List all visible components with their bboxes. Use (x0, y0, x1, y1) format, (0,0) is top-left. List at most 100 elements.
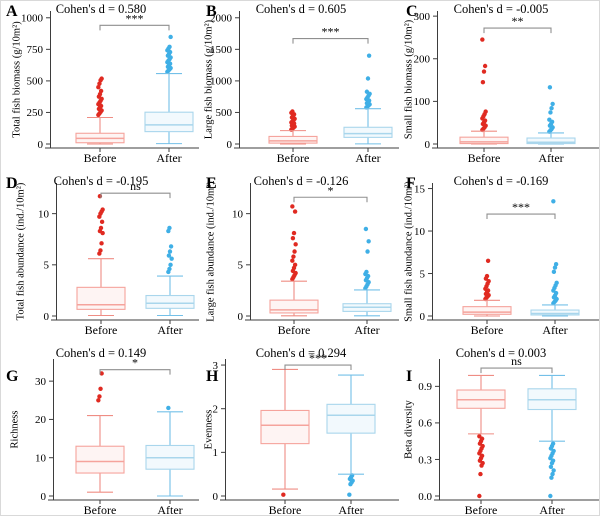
panel-title-E: Cohen's d = -0.126 (253, 174, 349, 188)
significance-label: * (132, 356, 138, 370)
panel-I: 0.0 0.3 0.6 0.9 Before After ns I Cohen's d = … (401, 345, 599, 516)
boxplot-canvas-C: 0 100 200 300 Before After ** (414, 11, 599, 165)
panel-title-D: Cohen's d = -0.195 (53, 174, 149, 188)
svg-text:After: After (539, 503, 564, 516)
panel-B: 0 500 1000 1500 2000 Before After *** B Cohen's… (201, 1, 401, 173)
panel-letter-F: F (406, 175, 416, 192)
svg-text:Before: Before (85, 323, 118, 337)
y-axis-label-G: Richness (9, 410, 21, 449)
panel-letter-H: H (206, 368, 219, 385)
svg-text:0.0: 0.0 (418, 491, 432, 503)
panel-letter-G: G (6, 368, 19, 385)
panel-title-C: Cohen's d = -0.005 (453, 2, 549, 16)
svg-text:250: 250 (27, 107, 44, 119)
svg-text:5: 5 (44, 260, 50, 272)
svg-text:0.9: 0.9 (418, 381, 432, 393)
svg-text:0: 0 (38, 139, 44, 151)
y-axis-label-B: Large fish biomass (g/10m²) (203, 19, 215, 140)
y-axis-label-A: Total fish biomass (g/10m²) (11, 21, 23, 138)
svg-text:300: 300 (414, 11, 431, 23)
svg-text:500: 500 (27, 76, 44, 88)
panel-H: 0 1 2 3 Before After *** H Cohen's d = 0.294 E… (201, 345, 401, 516)
svg-text:After: After (157, 503, 182, 516)
svg-text:1000: 1000 (210, 76, 233, 88)
svg-text:0: 0 (213, 491, 219, 503)
boxplot-canvas-D: 0 5 10 Before After ns (38, 179, 199, 337)
boxplot-canvas-B: 0 500 1000 1500 2000 Before After *** (210, 11, 399, 165)
svg-text:0: 0 (41, 491, 47, 503)
panel-D: 0 5 10 Before After ns D Cohen's d = -0.195 T… (1, 173, 201, 345)
svg-text:Before: Before (471, 323, 504, 337)
svg-text:1000: 1000 (21, 13, 44, 25)
svg-text:0: 0 (425, 139, 431, 151)
svg-text:Before: Before (269, 503, 302, 516)
panel-title-F: Cohen's d = -0.169 (453, 174, 549, 188)
svg-text:5: 5 (238, 260, 244, 272)
svg-text:0.3: 0.3 (418, 454, 432, 466)
svg-text:10: 10 (414, 226, 426, 238)
svg-text:200: 200 (414, 54, 431, 66)
significance-label: ** (512, 14, 524, 28)
panel-letter-I: I (406, 368, 413, 385)
panel-letter-B: B (206, 3, 217, 20)
svg-text:After: After (156, 151, 181, 165)
panel-letter-C: C (406, 3, 418, 20)
svg-text:1: 1 (213, 447, 219, 459)
svg-text:Before: Before (468, 151, 501, 165)
boxplot-canvas-E: 0 5 10 Before After * (232, 183, 399, 337)
svg-text:Before: Before (278, 323, 311, 337)
panel-title-B: Cohen's d = 0.605 (255, 2, 347, 16)
y-axis-label-H: Evenness (203, 409, 215, 450)
panel-title-I: Cohen's d = 0.003 (455, 346, 547, 360)
panel-G: 0 10 20 30 Before After * G Cohen's d = 0.149 … (1, 345, 201, 516)
boxplot-canvas-G: 0 10 20 30 Before After * (35, 356, 199, 516)
significance-label: *** (126, 11, 144, 25)
svg-text:20: 20 (35, 414, 47, 426)
panel-E: 0 5 10 Before After * E Cohen's d = -0.126 La… (201, 173, 401, 345)
y-axis-label-I: Beta diversity (403, 400, 415, 459)
significance-label: * (328, 183, 334, 197)
svg-text:10: 10 (38, 208, 50, 220)
svg-text:Before: Before (277, 151, 310, 165)
svg-text:Before: Before (465, 503, 498, 516)
svg-text:0.6: 0.6 (418, 418, 432, 430)
svg-text:0: 0 (238, 311, 244, 323)
svg-text:2: 2 (213, 404, 219, 416)
svg-text:2000: 2000 (210, 13, 233, 25)
svg-text:Before: Before (84, 503, 117, 516)
svg-text:10: 10 (35, 453, 47, 465)
panel-C: 0 100 200 300 Before After ** C Cohen's d = -0… (401, 1, 599, 173)
y-axis-label-C: Small fish biomass (g/10m²) (403, 19, 415, 140)
panel-letter-E: E (206, 175, 217, 192)
y-axis-label-E: Large fish abundance (ind./10m²) (205, 181, 217, 322)
significance-label: ns (511, 354, 522, 368)
svg-text:After: After (338, 503, 363, 516)
boxplot-canvas-H: 0 1 2 3 Before After *** (213, 351, 399, 516)
svg-text:3: 3 (213, 360, 219, 372)
panel-title-H: Cohen's d = 0.294 (255, 346, 347, 360)
boxplot-canvas-F: 0 5 10 15 Before After *** (414, 183, 599, 337)
svg-text:After: After (355, 151, 380, 165)
significance-label: *** (512, 200, 530, 214)
svg-text:500: 500 (216, 107, 233, 119)
svg-text:750: 750 (27, 44, 44, 56)
svg-text:10: 10 (232, 208, 244, 220)
svg-text:Before: Before (84, 151, 117, 165)
significance-label: *** (309, 351, 327, 365)
significance-label: ns (130, 179, 141, 193)
svg-text:0: 0 (44, 311, 50, 323)
svg-text:30: 30 (35, 376, 47, 388)
svg-text:After: After (542, 323, 567, 337)
svg-text:5: 5 (420, 268, 426, 280)
y-axis-label-F: Small fish abundance (ind./10m²) (403, 181, 415, 322)
panel-A: 0 250 500 750 1000 Before After *** A Cohen's d… (1, 1, 201, 173)
panel-letter-D: D (6, 175, 18, 192)
svg-text:After: After (157, 323, 182, 337)
svg-text:0: 0 (420, 311, 426, 323)
panel-letter-A: A (6, 3, 18, 20)
svg-text:15: 15 (414, 183, 426, 195)
panel-title-A: Cohen's d = 0.580 (55, 2, 147, 16)
panel-title-G: Cohen's d = 0.149 (55, 346, 147, 360)
boxplot-canvas-A: 0 250 500 750 1000 Before After *** (21, 11, 199, 165)
